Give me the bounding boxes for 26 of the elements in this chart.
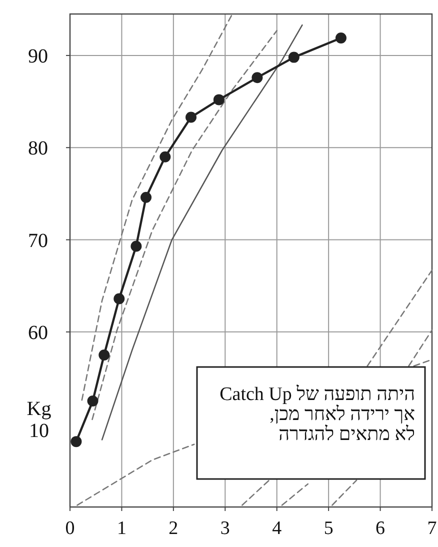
text: Kg 10 bbox=[26, 398, 52, 442]
point bbox=[252, 72, 263, 84]
point bbox=[335, 32, 346, 44]
x-tick-label: 2 bbox=[168, 518, 178, 539]
y-tick-label: 60 bbox=[28, 322, 48, 344]
point bbox=[186, 112, 197, 123]
x-tick-label: 6 bbox=[376, 518, 386, 539]
y-tick-label: 90 bbox=[28, 45, 48, 68]
x-tick-label: 1 bbox=[116, 518, 126, 539]
point bbox=[98, 349, 110, 360]
x-tick-label: 0 bbox=[65, 518, 75, 539]
point bbox=[130, 240, 142, 252]
point bbox=[87, 396, 98, 407]
x-tick-label: 4 bbox=[272, 518, 282, 539]
point bbox=[140, 192, 152, 203]
point bbox=[213, 94, 224, 106]
annotation: היתה תופעה של Catch Up אך ירידה לאחר מכן, לא מתאים להגדרה bbox=[218, 384, 415, 445]
point bbox=[70, 436, 82, 448]
x-tick-label: 5 bbox=[324, 518, 334, 539]
point bbox=[114, 293, 125, 304]
x-tick-label: 3 bbox=[220, 518, 230, 539]
point bbox=[288, 52, 300, 63]
x-tick-label: 7 bbox=[427, 518, 437, 539]
y-tick-label: 80 bbox=[28, 138, 48, 160]
point bbox=[160, 151, 171, 162]
y-tick-label: 70 bbox=[28, 230, 48, 252]
